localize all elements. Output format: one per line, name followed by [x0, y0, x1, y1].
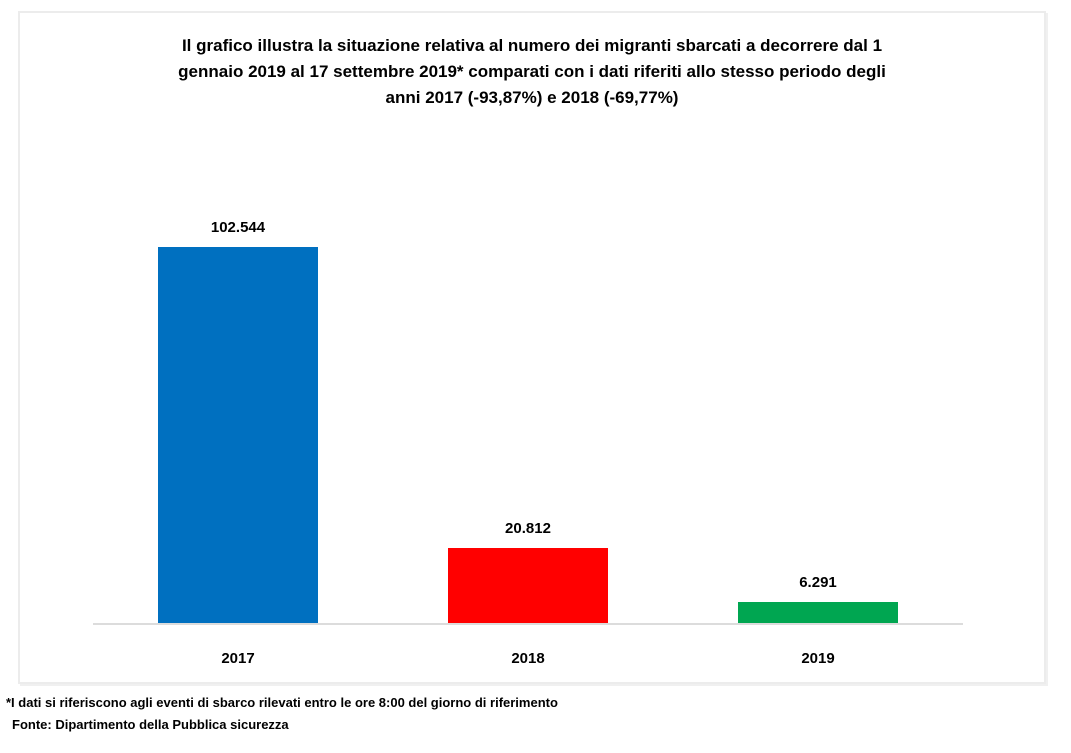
bar-value-label: 6.291: [799, 574, 837, 591]
bar: [448, 548, 608, 625]
bar-group-2019: 6.291 2019: [673, 195, 963, 667]
chart-title: Il grafico illustra la situazione relati…: [35, 33, 1029, 111]
chart-title-line-3: anni 2017 (-93,87%) e 2018 (-69,77%): [385, 88, 679, 107]
plot-area: 102.544 2017 20.812 2018 6.291 2019: [93, 195, 963, 667]
footnotes: *I dati si riferiscono agli eventi di sb…: [6, 692, 558, 736]
bar: [158, 247, 318, 625]
bar-group-2018: 20.812 2018: [383, 195, 673, 667]
bar-group-2017: 102.544 2017: [93, 195, 383, 667]
chart-title-line-2: gennaio 2019 al 17 settembre 2019* compa…: [178, 62, 886, 81]
chart-title-line-1: Il grafico illustra la situazione relati…: [181, 36, 883, 55]
x-axis-label-2019: 2019: [801, 650, 835, 667]
footnote-source: Fonte: Dipartimento della Pubblica sicur…: [12, 717, 289, 732]
bar-value-label: 20.812: [505, 520, 551, 537]
bar: [738, 602, 898, 625]
footnote-data-note: *I dati si riferiscono agli eventi di sb…: [6, 695, 558, 710]
x-axis-line: [93, 623, 963, 625]
chart-frame: Il grafico illustra la situazione relati…: [18, 11, 1046, 684]
x-axis-label-2018: 2018: [511, 650, 545, 667]
bar-value-label: 102.544: [210, 219, 266, 236]
x-axis-label-2017: 2017: [221, 650, 255, 667]
